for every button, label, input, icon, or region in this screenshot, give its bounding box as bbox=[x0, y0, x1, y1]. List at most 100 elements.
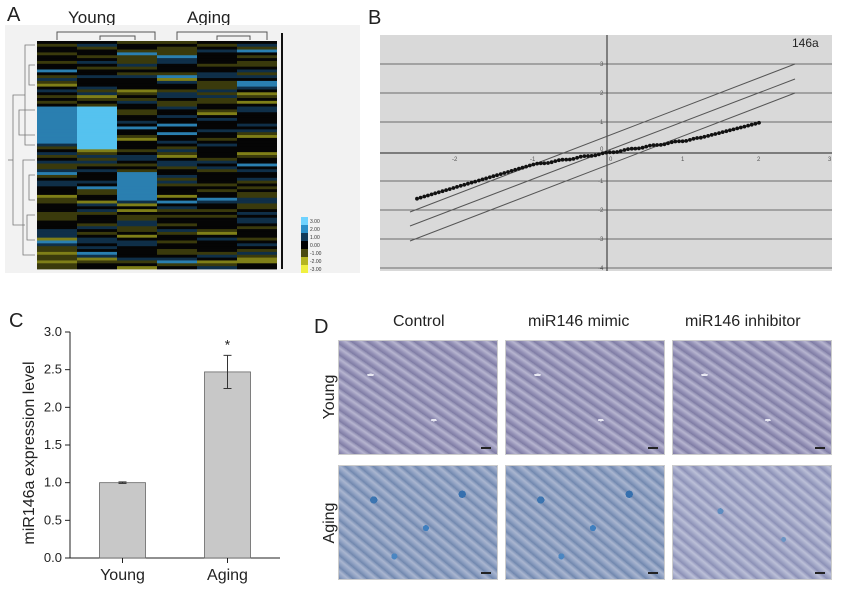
heatmap-cell bbox=[197, 95, 237, 99]
heatmap-cell bbox=[157, 66, 197, 70]
heatmap-cell bbox=[117, 78, 157, 82]
heatmap-cell bbox=[77, 263, 117, 267]
qq-point bbox=[575, 155, 579, 160]
heatmap-cell bbox=[77, 146, 117, 150]
heatmap-cell bbox=[197, 132, 237, 136]
heatmap-cell bbox=[237, 109, 277, 113]
heatmap-cell bbox=[237, 55, 277, 59]
heatmap-cell bbox=[197, 174, 237, 179]
heatmap-cell bbox=[237, 206, 277, 210]
heatmap-cell bbox=[117, 43, 157, 48]
qq-point bbox=[702, 134, 707, 139]
row-label-aging: Aging bbox=[321, 502, 338, 544]
heatmap-cell bbox=[197, 234, 237, 239]
qq-point bbox=[495, 173, 499, 178]
heatmap-cell bbox=[77, 86, 117, 90]
heatmap-cell bbox=[237, 92, 277, 96]
heatmap-cell bbox=[157, 160, 197, 164]
heatmap-cell bbox=[77, 115, 117, 119]
qq-point bbox=[484, 176, 488, 181]
heatmap-cell bbox=[117, 160, 157, 164]
qq-point bbox=[717, 131, 721, 135]
heatmap-cell bbox=[77, 231, 117, 236]
heatmap-cell bbox=[37, 194, 77, 199]
heatmap-cell bbox=[117, 41, 157, 45]
heatmap-cell bbox=[157, 177, 197, 182]
heatmap-cell bbox=[157, 249, 197, 253]
bar-y-tick-label: 0.0 bbox=[44, 550, 62, 565]
heatmap-cell bbox=[157, 78, 197, 82]
bar-x-tick-label: Young bbox=[100, 567, 145, 584]
heatmap-cell bbox=[37, 63, 77, 68]
heatmap-cell bbox=[117, 75, 157, 79]
heatmap-cell bbox=[37, 212, 77, 216]
heatmap-cell bbox=[157, 137, 197, 142]
heatmap-cell bbox=[37, 160, 77, 164]
heatmap-cell bbox=[37, 189, 77, 193]
heatmap-cell bbox=[157, 254, 197, 258]
heatmap-cell bbox=[157, 231, 197, 236]
heatmap-cell bbox=[157, 169, 197, 173]
heatmap-cell bbox=[237, 172, 277, 176]
heatmap-cell bbox=[77, 234, 117, 239]
heatmap-cell bbox=[117, 126, 157, 130]
heatmap-cell bbox=[117, 155, 157, 159]
qq-y-tick: -1 bbox=[598, 179, 604, 185]
heatmap-cell bbox=[117, 220, 157, 224]
heatmap-cell bbox=[37, 100, 77, 105]
heatmap-cell bbox=[237, 263, 277, 267]
heatmap-cell bbox=[117, 192, 157, 196]
qq-point bbox=[753, 121, 758, 126]
heatmap-cell bbox=[37, 83, 77, 87]
heatmap-cell bbox=[237, 126, 277, 130]
heatmap-cell bbox=[197, 52, 237, 56]
heatmap-cell bbox=[117, 46, 157, 50]
heatmap-cell bbox=[117, 243, 157, 247]
heatmap-cell bbox=[37, 234, 77, 239]
heatmap-cell bbox=[37, 75, 77, 79]
heatmap-cell bbox=[77, 137, 117, 142]
heatmap-cell bbox=[117, 143, 157, 147]
qq-y-tick: 2 bbox=[600, 91, 604, 97]
qq-point bbox=[684, 139, 689, 143]
qq-point bbox=[728, 128, 732, 133]
heatmap-cell bbox=[197, 249, 237, 253]
heatmap-cell bbox=[197, 135, 237, 139]
qq-point bbox=[429, 192, 434, 197]
heatmap-cell bbox=[117, 152, 157, 156]
qq-point bbox=[524, 164, 528, 169]
scale-bar bbox=[648, 572, 658, 574]
heatmap-cell bbox=[197, 197, 237, 201]
heatmap-cell bbox=[77, 243, 117, 247]
qq-point bbox=[738, 125, 743, 130]
bar-chart: miR146a expression level 0.0 0.5 1.0 1.5 2.0… bbox=[21, 324, 280, 584]
heatmap-cell bbox=[157, 223, 197, 227]
heatmap-cell bbox=[197, 152, 237, 156]
heatmap-cell bbox=[237, 192, 277, 196]
heatmap-cell bbox=[237, 123, 277, 127]
heatmap-cell bbox=[37, 266, 77, 270]
qq-point bbox=[549, 160, 554, 165]
heatmap-cell bbox=[197, 83, 237, 87]
heatmap-cell bbox=[157, 174, 197, 179]
heatmap-cell bbox=[117, 249, 157, 253]
heatmap-cells bbox=[37, 41, 277, 270]
heatmap-cell bbox=[157, 163, 197, 167]
heatmap-cell bbox=[77, 177, 117, 182]
heatmap-cell bbox=[197, 266, 237, 270]
heatmap-cell bbox=[117, 189, 157, 193]
heatmap-cell bbox=[157, 266, 197, 270]
qq-point bbox=[698, 135, 703, 140]
heatmap-cell bbox=[237, 86, 277, 90]
heatmap-cell bbox=[77, 72, 117, 76]
heatmap-cell bbox=[117, 52, 157, 56]
heatmap-cell bbox=[197, 160, 237, 164]
heatmap-cell bbox=[197, 49, 237, 53]
qq-y-tick: 1 bbox=[600, 120, 604, 126]
heatmap-cell bbox=[37, 229, 77, 233]
heatmap-cell bbox=[157, 41, 197, 45]
heatmap-cell bbox=[197, 254, 237, 258]
heatmap-cell bbox=[117, 60, 157, 65]
heatmap-cell bbox=[117, 166, 157, 170]
heatmap-cell bbox=[77, 200, 117, 204]
